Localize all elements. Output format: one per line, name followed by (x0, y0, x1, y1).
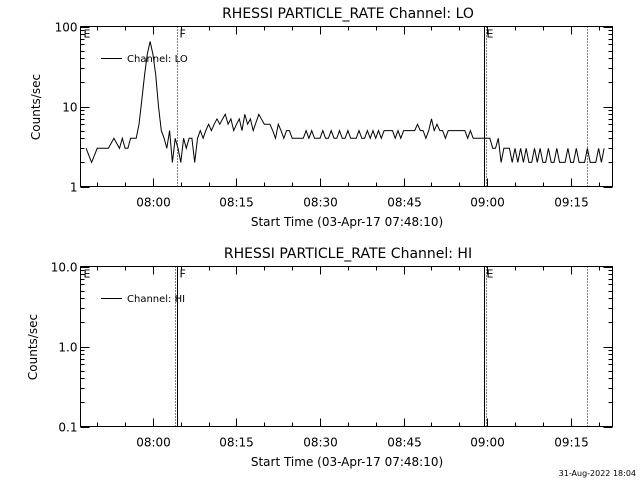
y-tick-label: 100 (55, 21, 78, 35)
chart-title-hi: RHESSI PARTICLE_RATE Channel: HI (224, 246, 472, 262)
event-marker-label: E (84, 268, 91, 281)
footer-timestamp: 31-Aug-2022 18:04 (559, 469, 636, 478)
y-axis-label-hi: Counts/sec (26, 314, 40, 380)
legend-hi: Channel: HI (101, 294, 185, 305)
x-axis-label-hi: Start Time (03-Apr-17 07:48:10) (251, 455, 443, 469)
legend-label-lo: Channel: LO (127, 54, 188, 65)
y-tick-label: 1 (70, 181, 78, 195)
x-tick-label: 08:30 (303, 436, 338, 450)
x-tick-label: 09:00 (470, 436, 505, 450)
plot-frame-lo (80, 26, 613, 187)
y-tick-label: 1.0 (58, 341, 77, 355)
chart-panel-hi: RHESSI PARTICLE_RATE Channel: HI Counts/… (26, 246, 613, 469)
y-tick-label: 10.0 (51, 261, 78, 275)
x-tick-label: 09:00 (470, 196, 505, 210)
chart-title-lo: RHESSI PARTICLE_RATE Channel: LO (222, 6, 474, 22)
x-tick-label: 08:00 (136, 436, 171, 450)
event-marker-label: F (180, 268, 186, 281)
event-marker-label: F (180, 28, 186, 41)
y-tick-label: 10 (62, 101, 77, 115)
x-tick-label: 09:15 (554, 436, 589, 450)
x-tick-label: 08:45 (387, 436, 422, 450)
x-axis-label-lo: Start Time (03-Apr-17 07:48:10) (251, 215, 443, 229)
event-marker-label: E (487, 268, 494, 281)
x-tick-label: 08:15 (219, 196, 254, 210)
legend-lo: Channel: LO (101, 54, 188, 65)
plot-frame-hi (80, 266, 613, 427)
event-marker-label: E (487, 28, 494, 41)
legend-label-hi: Channel: HI (127, 294, 185, 305)
x-tick-label: 09:15 (554, 196, 589, 210)
y-tick-label: 0.1 (58, 421, 77, 435)
x-tick-label: 08:30 (303, 196, 338, 210)
y-axis-label-lo: Counts/sec (29, 74, 43, 140)
x-tick-label: 08:15 (219, 436, 254, 450)
x-tick-label: 08:45 (387, 196, 422, 210)
series-line-lo (85, 41, 605, 164)
chart-panel-lo: RHESSI PARTICLE_RATE Channel: LO Counts/… (29, 6, 613, 229)
event-marker-label: E (84, 28, 91, 41)
x-tick-label: 08:00 (136, 196, 171, 210)
